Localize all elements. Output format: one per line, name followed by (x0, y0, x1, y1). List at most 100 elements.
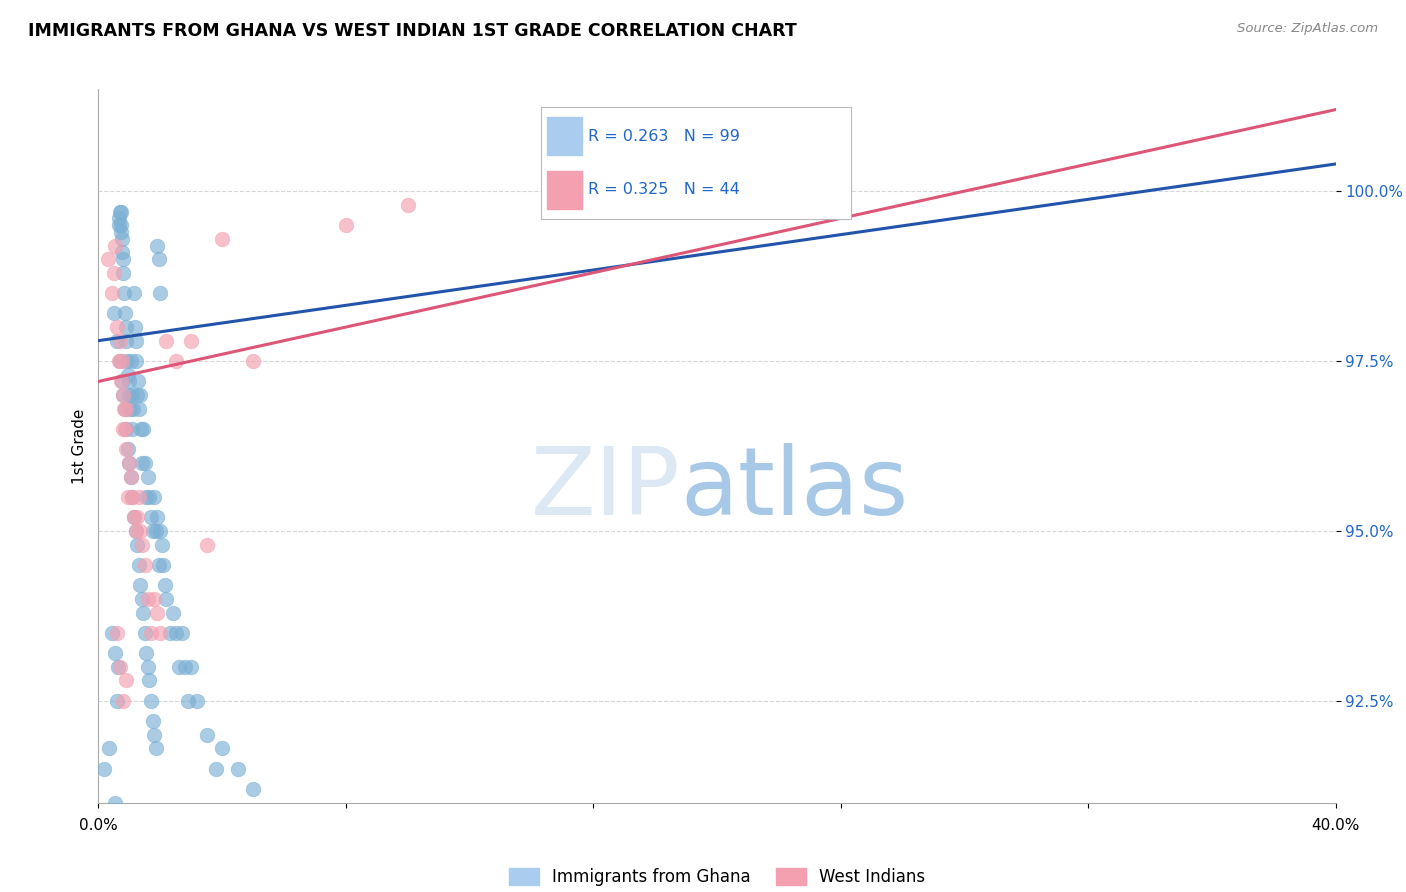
Point (162, 606, 184, 620)
Point (118, 456, 141, 470)
Point (131, 591, 153, 606)
Point (117, 442, 139, 457)
FancyBboxPatch shape (547, 170, 582, 209)
Point (118, 388, 141, 402)
Point (104, 796, 127, 810)
Point (110, 225, 132, 239)
Point (129, 578, 152, 592)
Point (146, 606, 169, 620)
Point (108, 354, 131, 368)
Point (186, 694, 208, 708)
Point (122, 286, 145, 301)
Point (120, 469, 142, 483)
Point (108, 204, 131, 219)
Point (141, 714, 165, 729)
Point (127, 375, 149, 389)
Point (122, 510, 145, 524)
Point (139, 510, 162, 524)
Point (132, 422, 155, 436)
Point (111, 245, 134, 260)
Point (149, 626, 172, 640)
Point (128, 558, 150, 572)
Point (110, 375, 132, 389)
Point (551, 191, 574, 205)
Point (136, 660, 159, 674)
Point (111, 354, 132, 368)
Point (115, 673, 138, 688)
Point (103, 306, 125, 320)
Point (211, 232, 233, 246)
Point (242, 354, 264, 368)
Point (111, 232, 132, 246)
Point (159, 626, 181, 640)
Point (127, 510, 149, 524)
Point (120, 469, 142, 483)
Point (114, 306, 136, 320)
Point (139, 694, 162, 708)
Point (152, 558, 174, 572)
Point (103, 646, 125, 660)
Point (127, 537, 149, 551)
Text: ZIP: ZIP (530, 442, 681, 535)
Point (145, 741, 167, 756)
Point (105, 320, 128, 334)
Text: 40.0%: 40.0% (1312, 818, 1360, 833)
Point (118, 456, 141, 470)
Point (112, 388, 135, 402)
Point (138, 673, 160, 688)
Point (242, 782, 264, 797)
Point (121, 490, 143, 504)
Point (114, 334, 136, 348)
Point (146, 510, 169, 524)
Point (165, 354, 187, 368)
Point (101, 626, 124, 640)
Point (335, 218, 357, 232)
Point (108, 334, 131, 348)
Text: atlas: atlas (681, 442, 908, 535)
Point (136, 469, 159, 483)
Text: R = 0.263   N = 99: R = 0.263 N = 99 (588, 128, 740, 144)
Point (136, 591, 159, 606)
Point (131, 537, 153, 551)
Point (110, 218, 132, 232)
Point (111, 266, 134, 280)
Point (112, 401, 135, 416)
Point (122, 401, 145, 416)
Point (97, 252, 120, 266)
Point (101, 286, 124, 301)
Point (205, 762, 228, 776)
Point (134, 558, 156, 572)
Point (180, 334, 202, 348)
Point (143, 490, 166, 504)
Point (396, 198, 419, 212)
Point (117, 490, 139, 504)
Point (165, 626, 187, 640)
Point (105, 626, 128, 640)
Point (155, 591, 177, 606)
Point (135, 490, 157, 504)
Point (120, 354, 142, 368)
Point (135, 646, 157, 660)
Point (153, 578, 176, 592)
Point (124, 334, 146, 348)
Point (155, 334, 177, 348)
Point (141, 524, 165, 538)
Point (105, 334, 128, 348)
Point (121, 422, 143, 436)
Point (112, 422, 135, 436)
Point (115, 354, 138, 368)
Point (129, 524, 152, 538)
Point (112, 252, 135, 266)
Point (112, 694, 135, 708)
Point (107, 354, 129, 368)
Point (118, 375, 141, 389)
Point (107, 660, 129, 674)
Text: 0.0%: 0.0% (79, 818, 118, 833)
Point (149, 524, 172, 538)
Point (122, 510, 145, 524)
Point (114, 442, 136, 457)
Point (145, 524, 167, 538)
Point (115, 320, 138, 334)
Point (121, 388, 143, 402)
Point (143, 591, 166, 606)
